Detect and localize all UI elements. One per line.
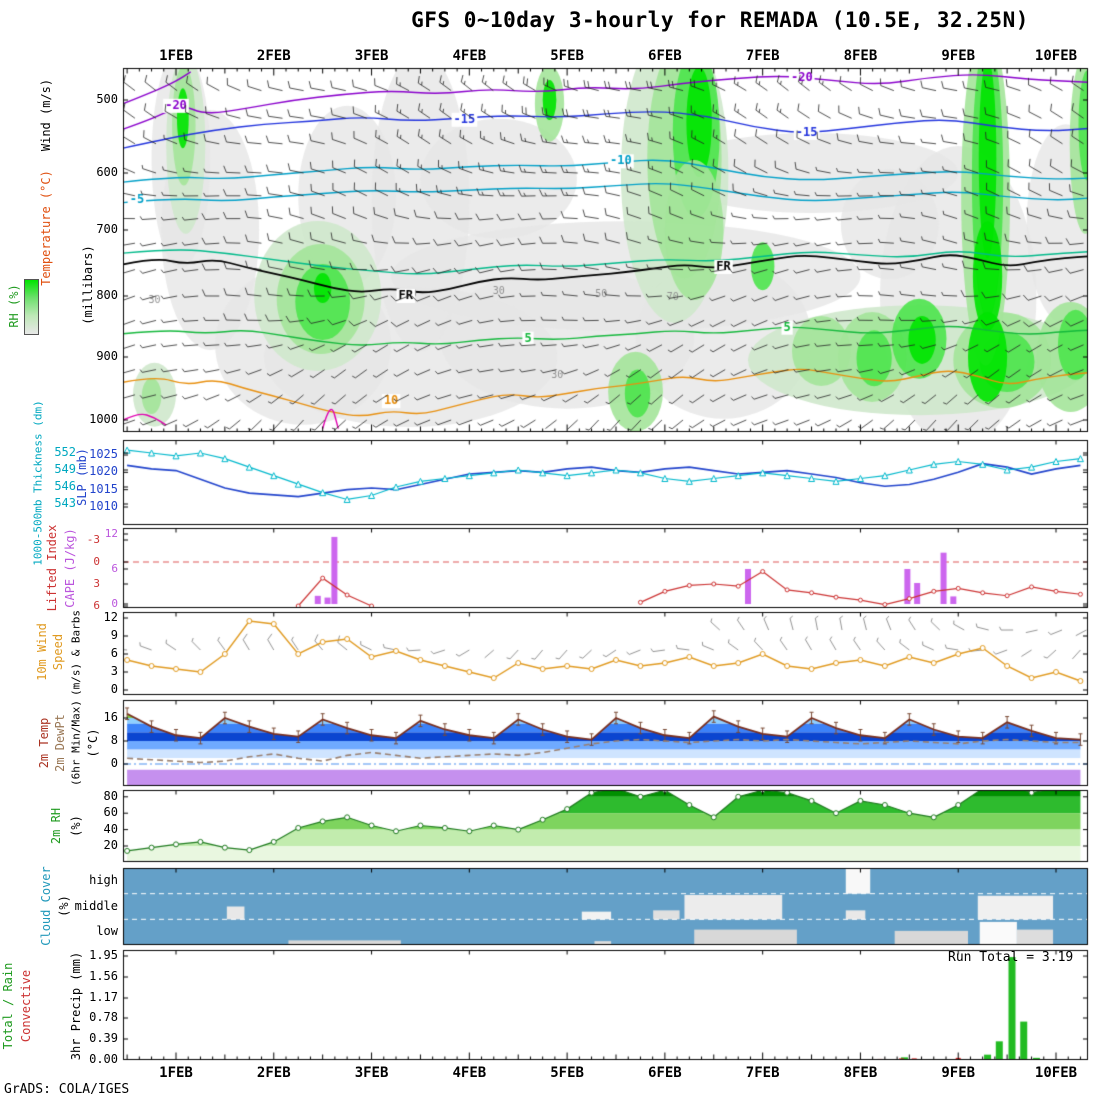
wind10-tick-label: 6 — [110, 646, 118, 660]
slp-tick-label: 1010 — [89, 499, 118, 513]
rh-colorbar — [24, 279, 39, 335]
li-tick-label: -3 — [86, 533, 100, 546]
time-axis-label-top: 5FEB — [550, 48, 584, 64]
precip-tick-label: 1.95 — [89, 948, 118, 962]
grads-credit: GrADS: COLA/IGES — [4, 1082, 130, 1097]
time-axis-label-top: 6FEB — [648, 48, 682, 64]
time-axis-label-top: 8FEB — [843, 48, 878, 64]
temp-tick-label: 0 — [110, 756, 118, 770]
time-axis-label-top: 7FEB — [745, 48, 780, 64]
time-axis-label-top: 4FEB — [452, 48, 487, 64]
run-total-text: Run Total = 3.19 — [948, 950, 1074, 965]
pressure-tick-label: 800 — [96, 288, 118, 302]
li-tick-label: 3 — [93, 577, 100, 590]
wind-axis-label: Wind (m/s) — [39, 78, 53, 152]
cloud-cover-axis-label: Cloud Cover — [39, 866, 53, 946]
thickness-tick-label: 552 — [54, 445, 76, 459]
lifted-index-axis-label: Lifted Index — [45, 524, 59, 612]
time-axis-label-bottom: 5FEB — [550, 1065, 584, 1081]
time-axis-label-top: 3FEB — [354, 48, 389, 64]
time-axis-label-bottom: 4FEB — [452, 1065, 487, 1081]
rh-legend-label: RH (%) — [7, 284, 21, 328]
rh-tick-label: 20 — [103, 838, 118, 852]
pressure-tick-label: 900 — [96, 349, 118, 363]
precip-tick-label: 0.78 — [89, 1010, 118, 1024]
wind10-tick-label: 0 — [110, 682, 118, 696]
time-axis-label-top: 2FEB — [256, 48, 291, 64]
time-axis-label-bottom: 3FEB — [354, 1065, 389, 1081]
millibars-axis-label: (millibars) — [81, 245, 95, 325]
time-axis-label-bottom: 6FEB — [648, 1065, 682, 1081]
rh-tick-label: 60 — [103, 805, 118, 820]
rh-tick-label: 40 — [103, 821, 118, 836]
rh2m-axis-label: 2m RH — [49, 807, 63, 845]
precip-tick-label: 0.00 — [89, 1052, 118, 1066]
temperature-axis-label: Temperature (°C) — [39, 170, 53, 286]
pressure-tick-label: 500 — [96, 92, 118, 106]
time-axis-label-top: 10FEB — [1034, 48, 1078, 64]
minmax-axis-label: (6hr Min/Max) — [69, 699, 83, 787]
precip-tick-label: 1.17 — [89, 990, 118, 1004]
cloud-row-label: high — [89, 872, 118, 887]
precip-tick-label: 1.56 — [89, 969, 118, 983]
slp-tick-label: 1020 — [89, 464, 118, 479]
li-tick-label: 0 — [93, 555, 100, 568]
time-axis-label-bottom: 2FEB — [256, 1065, 291, 1081]
slp-tick-label: 1025 — [89, 447, 118, 461]
pressure-tick-label: 600 — [96, 165, 118, 179]
temp2m-axis-label: 2m Temp — [37, 717, 51, 769]
wind10-axis-label-2: Speed — [51, 633, 65, 671]
time-axis-label-bottom: 1FEB — [159, 1065, 193, 1081]
rh2m-pct-label: (%) — [69, 815, 83, 837]
pressure-tick-label: 700 — [96, 222, 118, 236]
cape-tick-label: 0 — [111, 597, 118, 610]
cloud-row-label: middle — [74, 898, 118, 913]
wind10-axis-label-3: (m/s) & Barbs — [69, 609, 83, 697]
slp-tick-label: 1015 — [89, 481, 118, 496]
time-axis-label-bottom: 10FEB — [1034, 1065, 1078, 1081]
precip-tick-label: 0.39 — [89, 1031, 118, 1045]
thickness-tick-label: 549 — [54, 462, 76, 476]
time-axis-label-bottom: 9FEB — [941, 1065, 976, 1081]
page-title: GFS 0~10day 3-hourly for REMADA (10.5E, … — [411, 8, 1029, 32]
li-tick-label: 6 — [93, 599, 100, 612]
rh-tick-label: 80 — [103, 788, 118, 803]
cloud-row-label: low — [96, 924, 118, 939]
wind10-tick-label: 9 — [110, 628, 118, 642]
time-axis-label-top: 9FEB — [941, 48, 976, 64]
time-axis-label-bottom: 7FEB — [745, 1065, 780, 1081]
cape-tick-label: 12 — [104, 527, 118, 540]
pressure-tick-label: 1000 — [89, 412, 118, 426]
temp-tick-label: 8 — [110, 733, 118, 747]
time-axis-label-top: 1FEB — [159, 48, 193, 64]
temp-tick-label: 16 — [103, 710, 118, 724]
cape-tick-label: 6 — [111, 562, 118, 575]
dewpt2m-axis-label: 2m DewPt — [53, 714, 67, 772]
thickness-tick-label: 546 — [54, 479, 76, 493]
wind10-axis-label-1: 10m Wind — [35, 623, 49, 681]
wind10-tick-label: 12 — [103, 610, 118, 624]
thickness-tick-label: 543 — [54, 496, 76, 510]
precip-convective-label: Convective — [19, 969, 33, 1043]
time-axis-label-bottom: 8FEB — [843, 1065, 878, 1081]
wind10-tick-label: 3 — [110, 664, 118, 678]
precip-total-label: Total / Rain — [1, 962, 15, 1050]
